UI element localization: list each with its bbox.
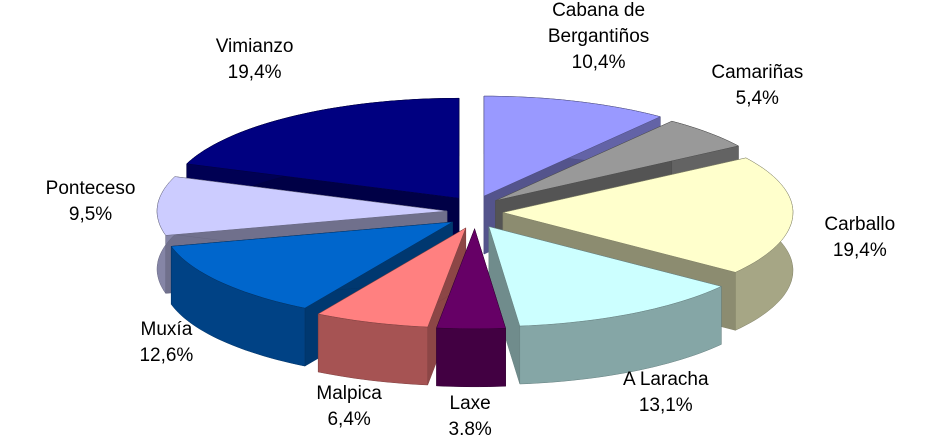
value-label: 3.8% — [448, 418, 492, 440]
slice-top — [156, 176, 448, 236]
slice-label: Laxe 3.8% — [395, 391, 545, 443]
value-label: 5,4% — [735, 88, 779, 110]
category-label: Camariñas — [711, 62, 804, 84]
category-label: Cabana de Bergantiños — [547, 0, 650, 47]
category-label: A Laracha — [622, 368, 709, 390]
slice-top — [502, 157, 794, 273]
slice-top — [488, 226, 723, 327]
slice-top — [436, 228, 506, 330]
pie-slice — [488, 226, 723, 385]
slice-top — [186, 97, 460, 199]
slice-label: Camariñas 5,4% — [682, 60, 832, 112]
category-label: Laxe — [449, 392, 491, 414]
value-label: 9,5% — [68, 204, 113, 226]
category-label: Malpica — [316, 382, 382, 404]
slice-top — [483, 95, 662, 197]
slice-label: Carballo 19,4% — [785, 212, 935, 264]
category-label: Vimianzo — [215, 36, 294, 58]
slice-label: Cabana de Bergantiños 10,4% — [524, 0, 674, 76]
slice-label: A Laracha 13,1% — [591, 367, 741, 419]
category-label: Muxía — [140, 318, 193, 340]
slice-label: Malpica 6,4% — [274, 381, 424, 433]
slice-label: Vimianzo 19,4% — [180, 34, 330, 86]
value-label: 19,4% — [227, 62, 282, 84]
value-label: 10,4% — [571, 51, 626, 73]
value-label: 13,1% — [638, 394, 693, 416]
slice-side — [436, 327, 506, 388]
pie-slice — [436, 228, 506, 388]
slice-top — [495, 120, 740, 201]
category-label: Ponteceso — [45, 178, 136, 200]
slice-label: Ponteceso 9,5% — [16, 176, 166, 228]
value-label: 19,4% — [832, 239, 887, 261]
slice-label: Muxía 12,6% — [91, 317, 241, 369]
slice-top — [317, 227, 467, 328]
value-label: 12,6% — [139, 344, 194, 366]
category-label: Carballo — [824, 213, 896, 235]
value-label: 6,4% — [327, 408, 371, 430]
slice-top — [170, 221, 453, 309]
